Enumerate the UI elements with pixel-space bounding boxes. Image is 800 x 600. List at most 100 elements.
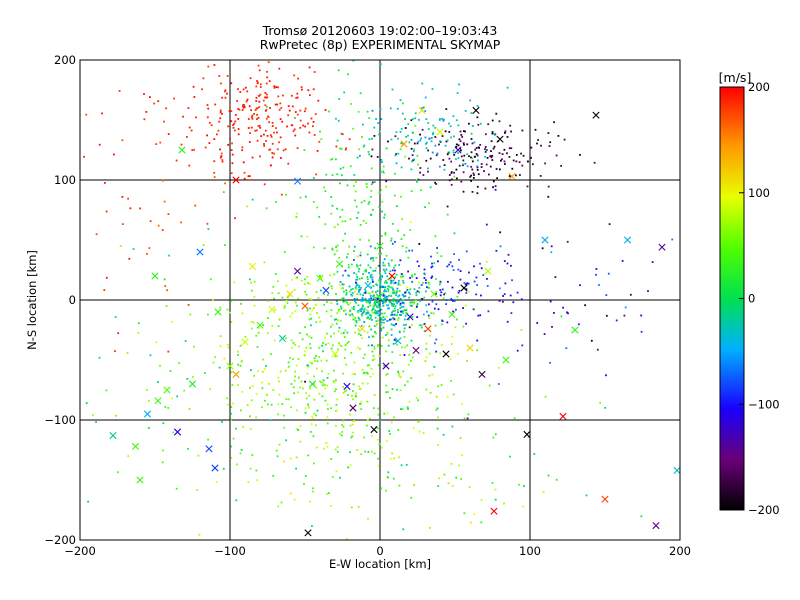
- velocity-dot: [250, 399, 253, 402]
- velocity-dot: [430, 137, 433, 139]
- velocity-dot: [426, 286, 428, 289]
- velocity-dot: [290, 94, 293, 97]
- velocity-dot: [315, 424, 317, 427]
- velocity-dot: [201, 88, 203, 91]
- velocity-dot: [213, 138, 216, 140]
- velocity-dot: [411, 154, 414, 156]
- velocity-dot: [218, 366, 221, 369]
- velocity-dot: [494, 498, 497, 501]
- velocity-dot: [340, 307, 343, 310]
- velocity-dot: [335, 246, 337, 248]
- velocity-dot: [477, 314, 480, 317]
- velocity-dot: [363, 321, 366, 323]
- velocity-dot: [313, 398, 316, 401]
- velocity-dot: [255, 469, 258, 472]
- velocity-dot: [397, 137, 399, 140]
- velocity-dot: [498, 152, 501, 154]
- velocity-dot: [385, 334, 387, 336]
- velocity-dot: [390, 323, 393, 326]
- velocity-dot: [337, 69, 340, 72]
- x-marker-point: [601, 495, 609, 503]
- velocity-dot: [308, 282, 311, 285]
- velocity-dot: [162, 179, 164, 182]
- velocity-dot: [463, 143, 465, 146]
- velocity-dot: [377, 300, 380, 303]
- velocity-dot: [430, 277, 433, 279]
- velocity-dot: [365, 222, 368, 224]
- velocity-dot: [384, 264, 386, 267]
- velocity-dot: [247, 127, 250, 129]
- velocity-dot: [355, 281, 357, 284]
- velocity-dot: [298, 332, 301, 334]
- velocity-dot: [273, 152, 275, 155]
- velocity-dot: [262, 358, 265, 361]
- velocity-dot: [565, 347, 568, 350]
- velocity-dot: [323, 293, 326, 296]
- velocity-dot: [456, 318, 458, 321]
- velocity-dot: [345, 292, 348, 294]
- velocity-dot: [383, 216, 385, 219]
- velocity-dot: [516, 291, 519, 294]
- y-tick-label: 0: [69, 293, 76, 307]
- velocity-dot: [365, 299, 368, 302]
- velocity-dot: [430, 312, 433, 315]
- velocity-dot: [398, 456, 400, 459]
- velocity-dot: [395, 162, 398, 165]
- velocity-dot: [295, 97, 298, 99]
- velocity-dot: [391, 313, 394, 316]
- velocity-dot: [386, 476, 389, 478]
- velocity-dot: [398, 294, 401, 297]
- velocity-dot: [324, 399, 327, 402]
- velocity-dot: [407, 123, 410, 126]
- velocity-dot: [450, 380, 452, 382]
- velocity-dot: [266, 93, 268, 96]
- velocity-dot: [395, 131, 398, 133]
- velocity-dot: [425, 342, 428, 345]
- velocity-dot: [394, 300, 397, 303]
- x-marker-point: [418, 106, 426, 114]
- velocity-dot: [406, 344, 409, 347]
- velocity-dot: [318, 346, 321, 349]
- velocity-dot: [450, 183, 453, 186]
- velocity-dot: [427, 167, 429, 170]
- velocity-dot: [218, 120, 221, 123]
- velocity-dot: [338, 342, 340, 344]
- velocity-dot: [414, 117, 417, 120]
- velocity-dot: [349, 310, 352, 312]
- velocity-dot: [192, 376, 194, 378]
- velocity-dot: [242, 88, 245, 91]
- velocity-dot: [441, 323, 443, 326]
- velocity-dot: [244, 86, 247, 89]
- velocity-dot: [400, 195, 402, 198]
- velocity-dot: [483, 170, 485, 172]
- velocity-dot: [347, 394, 349, 396]
- velocity-dot: [435, 183, 438, 185]
- velocity-dot: [373, 311, 376, 314]
- velocity-dot: [434, 126, 437, 129]
- velocity-dot: [218, 75, 221, 77]
- velocity-dot: [352, 390, 354, 392]
- velocity-dot: [221, 112, 223, 115]
- velocity-dot: [444, 130, 447, 133]
- velocity-dot: [396, 388, 398, 391]
- velocity-dot: [458, 164, 461, 167]
- velocity-dot: [359, 251, 362, 254]
- velocity-dot: [386, 320, 389, 322]
- velocity-dot: [368, 201, 371, 204]
- velocity-dot: [395, 273, 398, 276]
- velocity-dot: [313, 134, 316, 136]
- velocity-dot: [382, 319, 385, 321]
- velocity-dot: [394, 240, 396, 243]
- velocity-dot: [366, 301, 368, 304]
- velocity-dot: [222, 191, 225, 193]
- velocity-dot: [413, 142, 416, 145]
- velocity-dot: [439, 294, 442, 297]
- velocity-dot: [333, 226, 336, 229]
- velocity-dot: [391, 388, 394, 390]
- velocity-dot: [213, 171, 216, 174]
- velocity-dot: [183, 389, 186, 392]
- velocity-dot: [349, 302, 352, 304]
- velocity-dot: [358, 285, 361, 287]
- velocity-dot: [295, 216, 298, 218]
- velocity-dot: [266, 70, 268, 73]
